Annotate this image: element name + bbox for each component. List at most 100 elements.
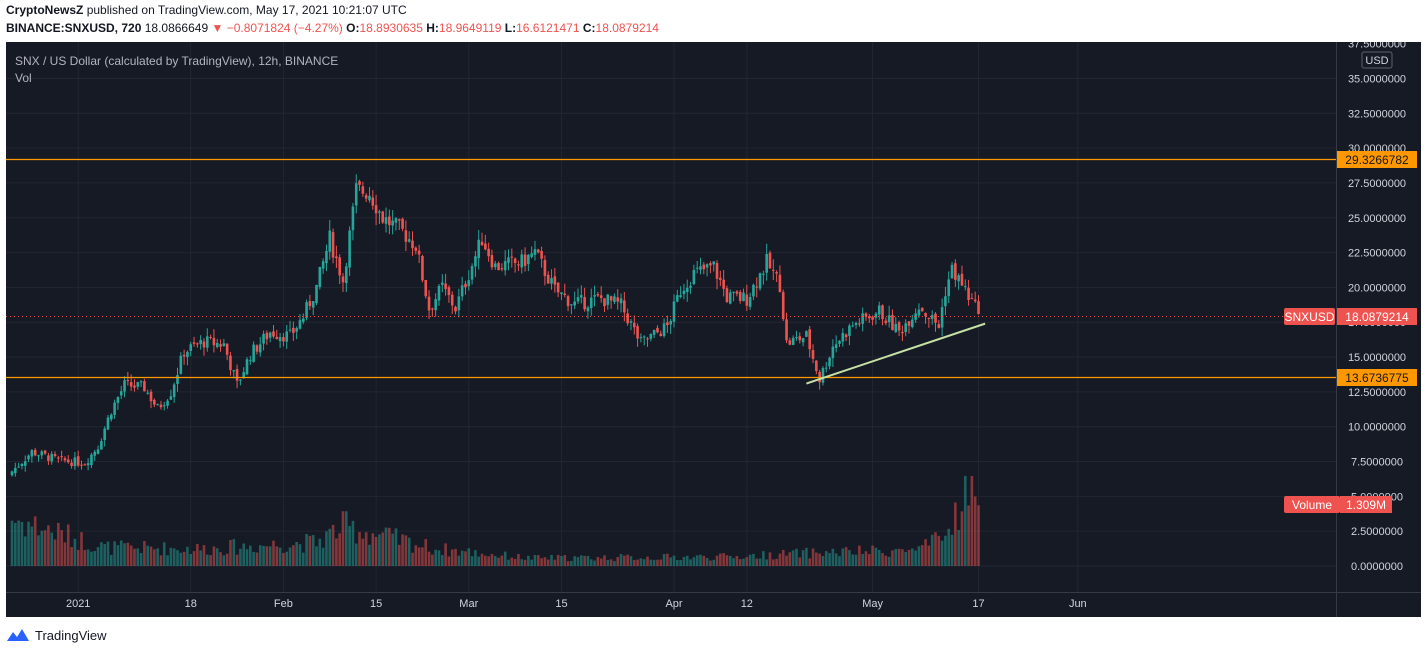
candle-body[interactable] bbox=[493, 263, 497, 268]
candle-body[interactable] bbox=[689, 285, 692, 288]
candle-body[interactable] bbox=[110, 414, 113, 420]
candle-body[interactable] bbox=[762, 273, 765, 275]
candle-body[interactable] bbox=[599, 295, 603, 298]
candle-body[interactable] bbox=[963, 286, 967, 288]
candle-body[interactable] bbox=[881, 305, 884, 320]
candle-body[interactable] bbox=[40, 451, 44, 456]
candle-body[interactable] bbox=[758, 273, 762, 289]
candle-body[interactable] bbox=[345, 266, 348, 284]
candle-body[interactable] bbox=[262, 333, 265, 344]
candle-body[interactable] bbox=[288, 329, 292, 331]
candle-body[interactable] bbox=[265, 332, 269, 340]
candle-body[interactable] bbox=[411, 240, 414, 249]
candle-body[interactable] bbox=[685, 287, 689, 293]
candle-body[interactable] bbox=[503, 261, 507, 271]
candle-body[interactable] bbox=[772, 269, 775, 271]
candle-body[interactable] bbox=[126, 380, 130, 382]
candle-body[interactable] bbox=[60, 456, 63, 458]
candle-body[interactable] bbox=[179, 355, 183, 374]
candle-body[interactable] bbox=[666, 322, 669, 326]
candle-body[interactable] bbox=[669, 321, 672, 325]
candle-body[interactable] bbox=[83, 464, 87, 466]
candle-body[interactable] bbox=[70, 462, 73, 466]
candle-body[interactable] bbox=[563, 293, 567, 296]
candle-body[interactable] bbox=[874, 313, 878, 318]
candle-body[interactable] bbox=[414, 247, 418, 251]
candle-body[interactable] bbox=[341, 276, 345, 283]
candle-body[interactable] bbox=[824, 367, 828, 369]
candle-body[interactable] bbox=[196, 343, 199, 345]
candle-body[interactable] bbox=[811, 350, 815, 359]
candle-body[interactable] bbox=[798, 336, 802, 341]
candle-body[interactable] bbox=[470, 266, 474, 280]
candle-body[interactable] bbox=[209, 336, 212, 338]
candle-body[interactable] bbox=[742, 292, 745, 302]
candle-body[interactable] bbox=[732, 291, 735, 293]
candle-body[interactable] bbox=[133, 385, 136, 388]
candle-body[interactable] bbox=[378, 211, 381, 213]
candle-body[interactable] bbox=[510, 256, 514, 258]
candle-body[interactable] bbox=[255, 345, 259, 352]
candle-body[interactable] bbox=[699, 266, 702, 270]
candle-body[interactable] bbox=[904, 323, 907, 332]
candle-body[interactable] bbox=[258, 344, 262, 353]
candle-body[interactable] bbox=[934, 313, 937, 323]
candle-body[interactable] bbox=[517, 264, 520, 266]
candle-body[interactable] bbox=[384, 217, 388, 224]
candle-body[interactable] bbox=[212, 337, 216, 346]
candle-body[interactable] bbox=[388, 216, 391, 226]
candle-body[interactable] bbox=[172, 384, 176, 397]
candle-body[interactable] bbox=[722, 279, 725, 289]
candle-body[interactable] bbox=[103, 428, 106, 441]
candle-body[interactable] bbox=[728, 292, 732, 304]
candle-body[interactable] bbox=[176, 375, 179, 384]
candle-body[interactable] bbox=[930, 315, 934, 320]
candle-body[interactable] bbox=[957, 275, 960, 282]
candle-body[interactable] bbox=[709, 263, 712, 266]
candle-body[interactable] bbox=[318, 266, 322, 287]
candle-body[interactable] bbox=[778, 274, 782, 293]
candle-body[interactable] bbox=[596, 294, 600, 296]
candle-body[interactable] bbox=[715, 263, 719, 279]
candle-body[interactable] bbox=[295, 328, 298, 332]
candle-body[interactable] bbox=[192, 342, 196, 344]
candle-body[interactable] bbox=[474, 256, 477, 267]
candle-body[interactable] bbox=[467, 280, 471, 287]
candle-body[interactable] bbox=[354, 183, 358, 206]
trend-line[interactable] bbox=[806, 322, 986, 385]
candle-body[interactable] bbox=[967, 287, 970, 301]
candle-body[interactable] bbox=[417, 250, 421, 255]
candle-body[interactable] bbox=[894, 324, 898, 332]
candle-body[interactable] bbox=[887, 315, 891, 323]
candle-body[interactable] bbox=[205, 336, 209, 348]
candle-body[interactable] bbox=[484, 243, 487, 250]
candle-body[interactable] bbox=[427, 296, 431, 311]
candle-body[interactable] bbox=[305, 302, 308, 318]
candle-body[interactable] bbox=[924, 313, 927, 317]
candle-body[interactable] bbox=[20, 463, 24, 466]
candle-body[interactable] bbox=[189, 344, 193, 351]
candle-body[interactable] bbox=[33, 449, 37, 456]
candle-body[interactable] bbox=[348, 230, 351, 268]
candle-body[interactable] bbox=[239, 379, 242, 381]
candle-body[interactable] bbox=[623, 300, 626, 313]
candle-body[interactable] bbox=[63, 458, 67, 461]
candle-body[interactable] bbox=[311, 301, 315, 308]
candle-body[interactable] bbox=[659, 333, 663, 337]
candle-body[interactable] bbox=[543, 259, 547, 276]
brand-name[interactable]: TradingView bbox=[35, 627, 107, 643]
price-chart[interactable]: SNX / US Dollar (calculated by TradingVi… bbox=[6, 42, 1421, 617]
candle-body[interactable] bbox=[249, 360, 252, 362]
candle-body[interactable] bbox=[616, 297, 620, 302]
candle-body[interactable] bbox=[695, 267, 699, 269]
candle-body[interactable] bbox=[884, 320, 888, 324]
candle-body[interactable] bbox=[245, 359, 249, 375]
candle-body[interactable] bbox=[149, 391, 153, 402]
candle-body[interactable] bbox=[159, 404, 163, 408]
candle-body[interactable] bbox=[292, 327, 295, 333]
candle-body[interactable] bbox=[335, 256, 338, 259]
candle-body[interactable] bbox=[702, 264, 706, 270]
candle-body[interactable] bbox=[841, 333, 845, 342]
candle-body[interactable] bbox=[848, 325, 851, 336]
candle-body[interactable] bbox=[867, 316, 871, 319]
